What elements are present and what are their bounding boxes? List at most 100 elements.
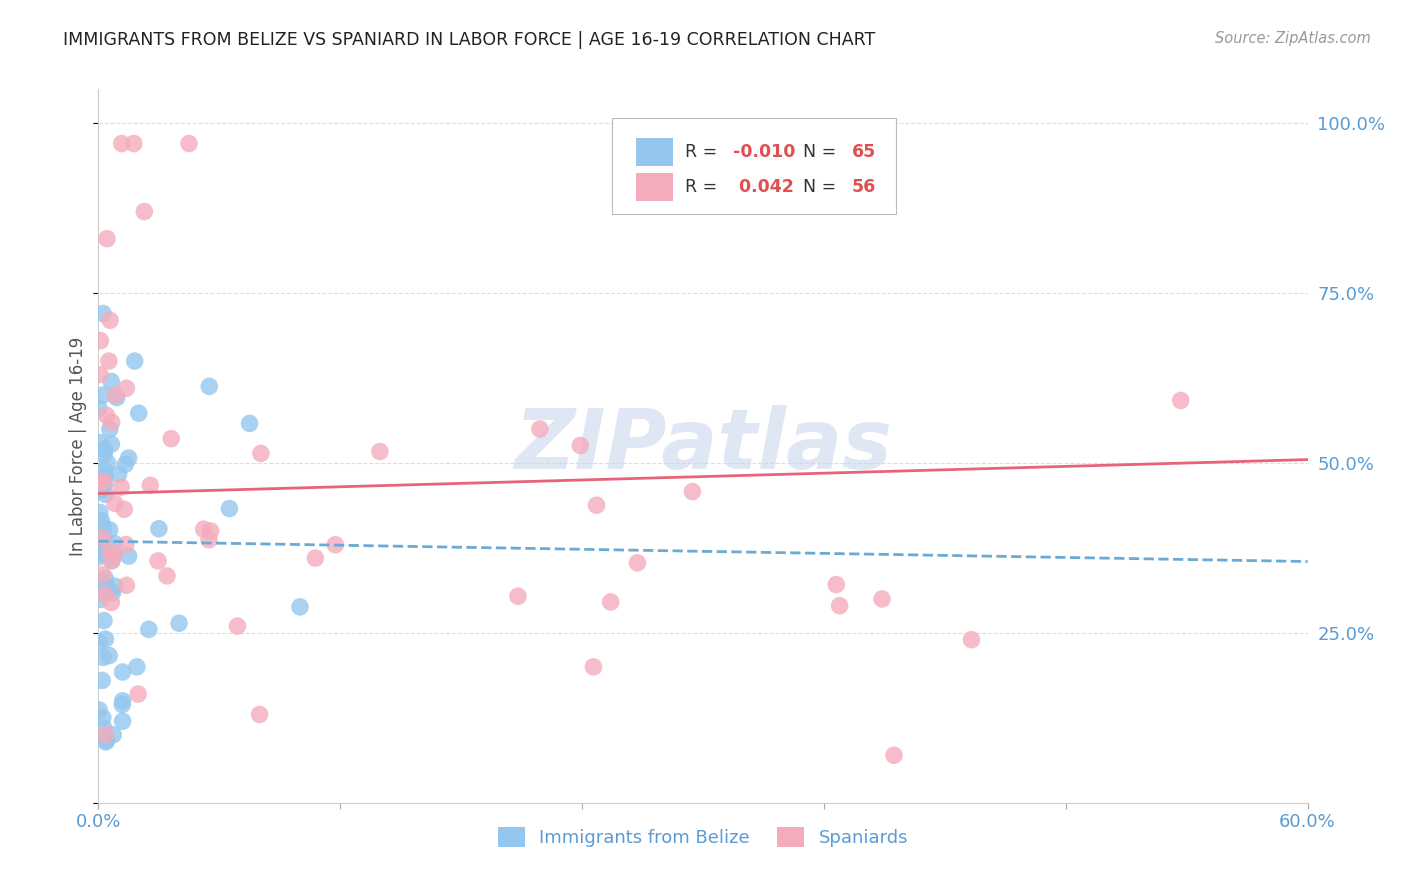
- Point: [94, 487, 117, 501]
- Text: R =: R =: [685, 143, 723, 161]
- Point: [249, 707, 271, 722]
- Point: [89, 435, 111, 450]
- Point: [177, 136, 200, 151]
- Text: 56: 56: [852, 178, 876, 196]
- Point: [98, 523, 121, 537]
- Point: [104, 496, 127, 510]
- Point: [1170, 393, 1192, 408]
- Point: [101, 553, 124, 567]
- Point: [681, 484, 703, 499]
- Point: [960, 632, 983, 647]
- Point: [128, 406, 150, 420]
- Point: [98, 422, 121, 436]
- Point: [91, 673, 114, 688]
- Point: [103, 547, 125, 561]
- Point: [100, 437, 122, 451]
- Point: [111, 698, 134, 712]
- Point: [93, 531, 115, 545]
- FancyBboxPatch shape: [613, 118, 897, 214]
- Point: [193, 522, 215, 536]
- Point: [104, 548, 127, 562]
- Point: [107, 467, 129, 482]
- Point: [138, 623, 160, 637]
- Point: [148, 522, 170, 536]
- Point: [93, 614, 115, 628]
- Point: [96, 733, 118, 747]
- Text: 65: 65: [852, 143, 876, 161]
- Point: [96, 580, 118, 594]
- Point: [93, 464, 115, 478]
- Point: [599, 595, 621, 609]
- Point: [96, 232, 118, 246]
- Point: [89, 475, 111, 490]
- Point: [91, 650, 114, 665]
- Point: [139, 478, 162, 492]
- Point: [250, 446, 273, 460]
- FancyBboxPatch shape: [637, 173, 672, 202]
- Point: [101, 586, 124, 600]
- Point: [91, 520, 114, 534]
- Point: [127, 687, 149, 701]
- Point: [93, 442, 115, 457]
- Point: [111, 694, 134, 708]
- Point: [167, 616, 190, 631]
- Point: [104, 579, 127, 593]
- Point: [114, 537, 136, 551]
- Text: N =: N =: [803, 178, 842, 196]
- Point: [91, 388, 114, 402]
- Point: [585, 498, 607, 512]
- Point: [198, 379, 221, 393]
- Point: [93, 721, 115, 735]
- Point: [870, 591, 893, 606]
- Point: [111, 136, 134, 151]
- Text: N =: N =: [803, 143, 842, 161]
- Point: [111, 714, 134, 729]
- Point: [94, 632, 117, 647]
- Point: [87, 401, 110, 416]
- Point: [125, 660, 148, 674]
- Point: [98, 648, 121, 663]
- Point: [506, 589, 529, 603]
- Point: [91, 306, 114, 320]
- Y-axis label: In Labor Force | Age 16-19: In Labor Force | Age 16-19: [69, 336, 87, 556]
- Text: -0.010: -0.010: [734, 143, 796, 161]
- Point: [105, 391, 128, 405]
- Point: [124, 354, 146, 368]
- Point: [89, 505, 111, 519]
- Point: [146, 554, 169, 568]
- Point: [93, 476, 115, 491]
- Point: [94, 728, 117, 742]
- Point: [91, 711, 114, 725]
- Point: [90, 483, 112, 498]
- Point: [104, 388, 127, 402]
- Point: [96, 540, 118, 554]
- Point: [115, 381, 138, 395]
- Legend: Immigrants from Belize, Spaniards: Immigrants from Belize, Spaniards: [491, 820, 915, 855]
- Point: [325, 538, 347, 552]
- Point: [110, 480, 132, 494]
- Point: [115, 578, 138, 592]
- Point: [100, 415, 122, 429]
- Point: [100, 375, 122, 389]
- Point: [112, 502, 135, 516]
- Point: [529, 422, 551, 436]
- Point: [97, 354, 120, 368]
- Point: [304, 551, 326, 566]
- Point: [198, 533, 221, 547]
- Point: [582, 660, 605, 674]
- Point: [90, 546, 112, 560]
- Point: [100, 595, 122, 609]
- Point: [569, 438, 592, 452]
- Point: [368, 444, 391, 458]
- Point: [98, 544, 121, 558]
- Point: [94, 735, 117, 749]
- Point: [156, 569, 179, 583]
- Point: [122, 136, 145, 151]
- Point: [89, 703, 111, 717]
- FancyBboxPatch shape: [637, 137, 672, 166]
- Point: [94, 469, 117, 483]
- Point: [103, 536, 125, 550]
- Point: [883, 748, 905, 763]
- Point: [89, 635, 111, 649]
- Point: [160, 432, 183, 446]
